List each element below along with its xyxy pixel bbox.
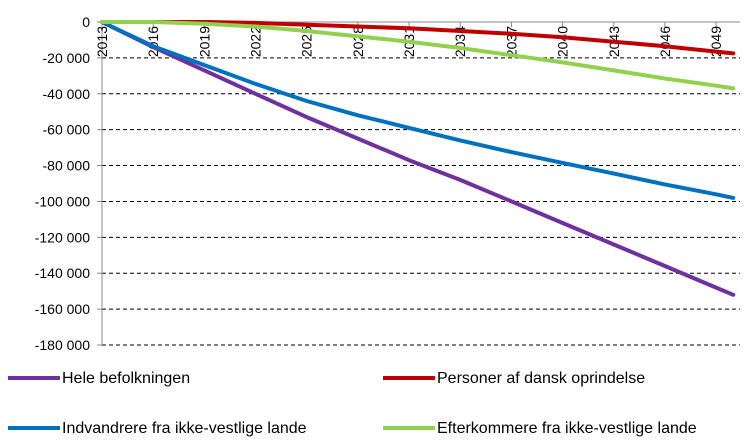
x-tick-label: 2040 bbox=[555, 26, 571, 57]
series-line-3 bbox=[100, 20, 736, 200]
series-line-4 bbox=[100, 20, 736, 91]
y-tick-label: -40 000 bbox=[43, 86, 91, 102]
x-tick-label: 2013 bbox=[94, 26, 110, 57]
legend: Hele befolkningen Personer af dansk oprin… bbox=[8, 370, 697, 437]
x-tick-label: 2028 bbox=[350, 26, 366, 57]
x-tick-label: 2022 bbox=[248, 26, 264, 57]
data-lines bbox=[100, 20, 736, 297]
x-tick-label: 2019 bbox=[196, 26, 212, 57]
y-tick-label: -100 000 bbox=[35, 193, 90, 209]
y-tick-label: -120 000 bbox=[35, 229, 90, 245]
y-tick-label: -180 000 bbox=[35, 337, 90, 353]
x-tick-label: 2025 bbox=[299, 26, 315, 57]
y-tick-label: -80 000 bbox=[43, 158, 91, 174]
series-line-2 bbox=[100, 20, 736, 56]
series-line-1 bbox=[100, 20, 736, 297]
legend-label: Hele befolkningen bbox=[62, 370, 190, 387]
y-tick-label: -20 000 bbox=[43, 50, 91, 66]
y-tick-label: 0 bbox=[82, 14, 90, 30]
legend-label: Efterkommere fra ikke-vestlige lande bbox=[437, 420, 697, 437]
legend-label: Personer af dansk oprindelse bbox=[437, 370, 645, 387]
y-tick-label: -60 000 bbox=[43, 122, 91, 138]
gridlines bbox=[102, 57, 740, 346]
y-tick-label: -160 000 bbox=[35, 301, 90, 317]
x-tick-label: 2046 bbox=[657, 26, 673, 57]
y-tick-label: -140 000 bbox=[35, 265, 90, 281]
y-axis: 0 -20 000 -40 000 -60 000 -80 000 -100 000 -12… bbox=[35, 14, 103, 353]
legend-label: Indvandrere fra ikke-vestlige lande bbox=[62, 420, 307, 437]
